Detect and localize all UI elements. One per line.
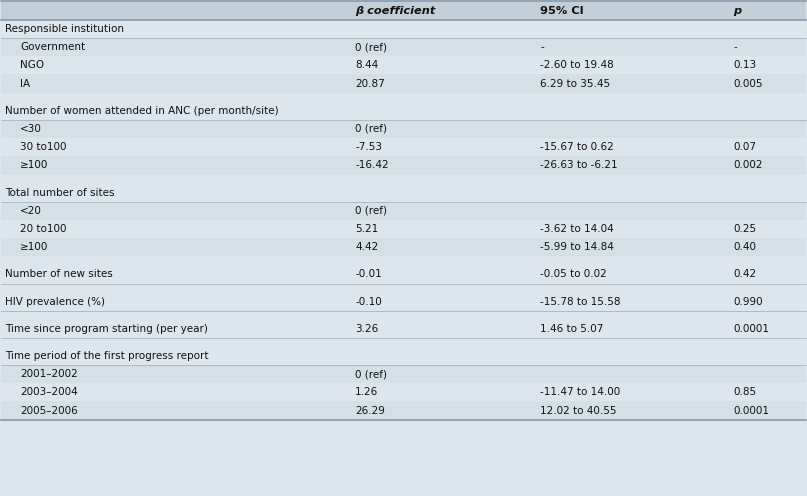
Bar bbox=[2, 38, 805, 56]
Text: Time since program starting (per year): Time since program starting (per year) bbox=[6, 324, 208, 334]
Text: 1.46 to 5.07: 1.46 to 5.07 bbox=[540, 324, 604, 334]
Text: 30 to100: 30 to100 bbox=[20, 142, 66, 152]
Bar bbox=[2, 365, 805, 383]
Text: 5.21: 5.21 bbox=[355, 224, 378, 234]
Text: 0 (ref): 0 (ref) bbox=[355, 42, 387, 52]
Text: Government: Government bbox=[20, 42, 85, 52]
Text: -0.10: -0.10 bbox=[355, 297, 382, 307]
Text: -: - bbox=[540, 42, 544, 52]
Text: 0.002: 0.002 bbox=[734, 160, 763, 171]
Bar bbox=[2, 156, 805, 175]
Text: -3.62 to 14.04: -3.62 to 14.04 bbox=[540, 224, 614, 234]
Text: 0.07: 0.07 bbox=[734, 142, 756, 152]
Text: Number of women attended in ANC (per month/site): Number of women attended in ANC (per mon… bbox=[6, 106, 279, 116]
Text: -11.47 to 14.00: -11.47 to 14.00 bbox=[540, 387, 621, 397]
Text: -26.63 to -6.21: -26.63 to -6.21 bbox=[540, 160, 618, 171]
Text: 2003–2004: 2003–2004 bbox=[20, 387, 77, 397]
Text: -15.67 to 0.62: -15.67 to 0.62 bbox=[540, 142, 614, 152]
Text: 0 (ref): 0 (ref) bbox=[355, 124, 387, 134]
Text: -7.53: -7.53 bbox=[355, 142, 383, 152]
Text: 0.13: 0.13 bbox=[734, 60, 756, 70]
Text: <20: <20 bbox=[20, 206, 42, 216]
Text: -: - bbox=[734, 42, 737, 52]
Text: 0 (ref): 0 (ref) bbox=[355, 206, 387, 216]
Bar bbox=[2, 74, 805, 93]
Text: 12.02 to 40.55: 12.02 to 40.55 bbox=[540, 406, 617, 416]
Text: -15.78 to 15.58: -15.78 to 15.58 bbox=[540, 297, 621, 307]
Text: 2001–2002: 2001–2002 bbox=[20, 369, 77, 379]
Text: 0.0001: 0.0001 bbox=[734, 324, 769, 334]
Text: -0.05 to 0.02: -0.05 to 0.02 bbox=[540, 269, 607, 279]
Text: 95% CI: 95% CI bbox=[540, 5, 584, 15]
Text: 0.990: 0.990 bbox=[734, 297, 763, 307]
Bar bbox=[2, 202, 805, 220]
Text: IA: IA bbox=[20, 78, 30, 88]
Text: 8.44: 8.44 bbox=[355, 60, 378, 70]
Text: 1.26: 1.26 bbox=[355, 387, 378, 397]
Text: NGO: NGO bbox=[20, 60, 44, 70]
Text: -0.01: -0.01 bbox=[355, 269, 382, 279]
Text: 26.29: 26.29 bbox=[355, 406, 385, 416]
Bar bbox=[2, 401, 805, 420]
Text: Time period of the first progress report: Time period of the first progress report bbox=[6, 351, 209, 361]
Text: 0.85: 0.85 bbox=[734, 387, 756, 397]
Text: 4.42: 4.42 bbox=[355, 242, 378, 252]
Text: -5.99 to 14.84: -5.99 to 14.84 bbox=[540, 242, 614, 252]
Text: <30: <30 bbox=[20, 124, 42, 134]
Text: 0 (ref): 0 (ref) bbox=[355, 369, 387, 379]
Text: 0.25: 0.25 bbox=[734, 224, 756, 234]
Text: β coefficient: β coefficient bbox=[355, 5, 436, 15]
Bar bbox=[2, 120, 805, 138]
Text: 3.26: 3.26 bbox=[355, 324, 378, 334]
Text: 0.42: 0.42 bbox=[734, 269, 756, 279]
Text: 2005–2006: 2005–2006 bbox=[20, 406, 77, 416]
Text: Number of new sites: Number of new sites bbox=[6, 269, 113, 279]
Text: 6.29 to 35.45: 6.29 to 35.45 bbox=[540, 78, 610, 88]
Text: Responsible institution: Responsible institution bbox=[6, 24, 124, 34]
Text: 0.0001: 0.0001 bbox=[734, 406, 769, 416]
Text: 20.87: 20.87 bbox=[355, 78, 385, 88]
Text: 20 to100: 20 to100 bbox=[20, 224, 66, 234]
Text: ≥100: ≥100 bbox=[20, 242, 48, 252]
Text: -2.60 to 19.48: -2.60 to 19.48 bbox=[540, 60, 614, 70]
Text: 0.005: 0.005 bbox=[734, 78, 763, 88]
Text: Total number of sites: Total number of sites bbox=[6, 187, 115, 197]
Text: p: p bbox=[734, 5, 742, 15]
Text: -16.42: -16.42 bbox=[355, 160, 389, 171]
Text: 0.40: 0.40 bbox=[734, 242, 756, 252]
Bar bbox=[2, 1, 805, 20]
Text: HIV prevalence (%): HIV prevalence (%) bbox=[6, 297, 106, 307]
Bar bbox=[2, 238, 805, 256]
Text: ≥100: ≥100 bbox=[20, 160, 48, 171]
